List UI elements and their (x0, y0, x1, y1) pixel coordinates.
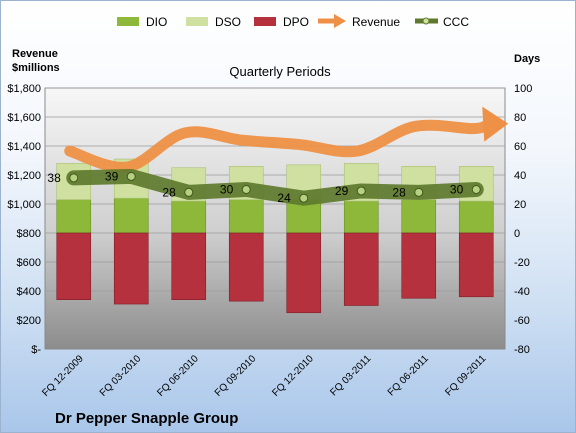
left-tick-label: $200 (17, 315, 41, 327)
left-axis: $- $200 $400 $600 $800 $1,000 $1,200 $1,400 $1,6… (7, 83, 41, 356)
ccc-marker (69, 173, 79, 183)
ccc-data-label: 39 (105, 169, 119, 183)
legend-swatch-dio (117, 17, 139, 26)
right-tick-label: 0 (514, 228, 520, 240)
left-tick-label: $800 (17, 228, 41, 240)
right-axis-title: Days (514, 53, 540, 65)
category-label: FQ 09-2010 (213, 353, 259, 399)
legend-item-ccc: CCC (415, 15, 469, 29)
bar-dpo (56, 232, 92, 300)
right-tick-label: 20 (514, 199, 526, 211)
right-tick-label: -40 (514, 286, 530, 298)
legend-marker-ccc (422, 17, 430, 25)
left-tick-label: $1,400 (7, 141, 41, 153)
ccc-marker (414, 187, 424, 197)
bar-dio (56, 199, 92, 234)
bar-dio (343, 200, 379, 234)
category-label: FQ 12-2009 (40, 353, 86, 399)
right-tick-label: -20 (514, 257, 530, 269)
right-tick-label: 80 (514, 112, 526, 124)
category-label: FQ 03-2010 (98, 353, 144, 399)
ccc-data-label: 30 (220, 183, 234, 197)
legend-label-dpo: DPO (283, 15, 309, 29)
ccc-data-label: 29 (335, 184, 349, 198)
chart-title: Quarterly Periods (229, 64, 331, 79)
right-tick-label: 40 (514, 170, 526, 182)
legend-item-dso: DSO (186, 15, 241, 29)
legend-label-dio: DIO (146, 15, 167, 29)
left-axis-title-line2: $millions (12, 62, 60, 74)
ccc-data-label: 24 (277, 191, 291, 205)
legend-item-dpo: DPO (254, 15, 309, 29)
bar-dpo (113, 232, 149, 305)
right-tick-label: -80 (514, 344, 530, 356)
ccc-data-label: 28 (162, 185, 176, 199)
ccc-line: 38 39 28 30 24 29 28 30 (47, 168, 484, 206)
right-axis: -80 -60 -40 -20 0 20 40 60 80 100 (514, 83, 532, 356)
legend-swatch-dpo (254, 17, 276, 26)
bar-dpo (401, 232, 437, 299)
revenue-series-line (64, 119, 492, 173)
legend: DIO DSO DPO Revenue CCC (117, 14, 469, 29)
left-tick-label: $1,800 (7, 83, 41, 95)
bar-dpo (458, 232, 494, 298)
legend-item-dio: DIO (117, 15, 167, 29)
bar-dpo (286, 232, 322, 314)
bar-dpo (343, 232, 379, 306)
legend-arrowhead-revenue (334, 14, 346, 28)
ccc-data-label: 28 (392, 185, 406, 199)
right-tick-label: 100 (514, 83, 532, 95)
left-tick-label: $400 (17, 286, 41, 298)
ccc-marker (299, 193, 309, 203)
legend-label-ccc: CCC (443, 15, 469, 29)
ccc-marker (241, 185, 251, 194)
legend-label-dso: DSO (215, 15, 241, 29)
company-name: Dr Pepper Snapple Group (55, 410, 238, 427)
ccc-data-label: 30 (450, 183, 464, 197)
ccc-marker (471, 185, 481, 194)
ccc-marker (126, 171, 136, 181)
legend-swatch-dso (186, 17, 208, 26)
category-label: FQ 03-2011 (328, 353, 373, 398)
ccc-marker (356, 186, 366, 196)
category-label: FQ 06-2010 (155, 353, 201, 399)
left-tick-label: $- (31, 344, 41, 356)
revenue-arrowhead (482, 106, 509, 142)
left-tick-label: $600 (17, 257, 41, 269)
legend-item-revenue: Revenue (318, 14, 400, 29)
bar-dio (401, 199, 437, 234)
bars (56, 158, 494, 314)
category-label: FQ 06-2011 (386, 353, 431, 398)
left-tick-label: $1,000 (7, 199, 41, 211)
bar-dpo (228, 232, 264, 302)
left-tick-label: $1,200 (7, 170, 41, 182)
left-axis-title-line1: Revenue (12, 48, 58, 60)
legend-label-revenue: Revenue (352, 15, 400, 29)
right-tick-label: -60 (514, 315, 530, 327)
bar-dio (458, 200, 494, 234)
category-axis: FQ 12-2009 FQ 03-2010 FQ 06-2010 FQ 09-2010… (40, 353, 488, 399)
ccc-data-label: 38 (47, 171, 61, 185)
left-tick-label: $1,600 (7, 112, 41, 124)
ccc-series-line (66, 168, 484, 206)
right-tick-label: 60 (514, 141, 526, 153)
bar-dio (113, 197, 149, 234)
ccc-marker (184, 187, 194, 197)
bar-dpo (171, 232, 207, 300)
bar-dio (228, 199, 264, 234)
category-label: FQ 09-2011 (443, 353, 488, 398)
revenue-line (64, 106, 509, 173)
category-label: FQ 12-2010 (270, 353, 316, 399)
bar-dio (171, 200, 207, 234)
